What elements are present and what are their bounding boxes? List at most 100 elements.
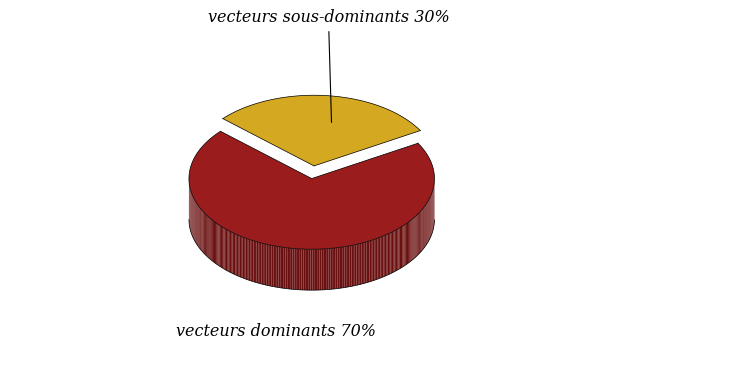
Polygon shape: [350, 246, 351, 287]
Polygon shape: [390, 232, 392, 274]
Polygon shape: [202, 211, 204, 253]
Polygon shape: [251, 240, 252, 281]
Polygon shape: [321, 249, 323, 290]
Polygon shape: [353, 245, 355, 286]
Polygon shape: [393, 231, 395, 272]
Polygon shape: [392, 231, 393, 273]
Polygon shape: [408, 221, 409, 263]
Polygon shape: [189, 131, 434, 249]
Polygon shape: [277, 246, 279, 288]
Polygon shape: [227, 230, 229, 272]
Polygon shape: [376, 238, 377, 280]
Polygon shape: [337, 247, 340, 289]
Polygon shape: [320, 249, 321, 290]
Polygon shape: [296, 248, 298, 290]
Polygon shape: [396, 229, 397, 271]
Polygon shape: [220, 225, 221, 267]
Polygon shape: [366, 241, 368, 283]
Polygon shape: [379, 237, 381, 279]
Polygon shape: [377, 238, 379, 279]
Polygon shape: [225, 228, 226, 270]
Polygon shape: [329, 248, 330, 289]
Polygon shape: [248, 239, 251, 281]
Polygon shape: [416, 215, 417, 256]
Polygon shape: [365, 242, 366, 283]
Polygon shape: [410, 220, 412, 262]
Polygon shape: [343, 247, 345, 288]
Polygon shape: [275, 246, 277, 287]
Polygon shape: [262, 243, 263, 285]
Polygon shape: [221, 226, 222, 268]
Polygon shape: [218, 225, 220, 266]
Polygon shape: [229, 231, 230, 272]
Polygon shape: [252, 240, 254, 282]
Polygon shape: [215, 222, 216, 264]
Polygon shape: [312, 249, 314, 290]
Polygon shape: [422, 209, 423, 251]
Polygon shape: [305, 249, 307, 290]
Polygon shape: [279, 247, 280, 288]
Polygon shape: [268, 245, 270, 286]
Polygon shape: [415, 215, 416, 257]
Polygon shape: [255, 241, 257, 283]
Polygon shape: [307, 249, 309, 290]
Polygon shape: [254, 241, 255, 282]
Polygon shape: [419, 212, 420, 254]
Polygon shape: [397, 228, 398, 270]
Polygon shape: [289, 248, 291, 289]
Polygon shape: [412, 218, 413, 260]
Polygon shape: [199, 207, 200, 249]
Polygon shape: [257, 242, 258, 283]
Polygon shape: [216, 223, 218, 264]
Polygon shape: [238, 235, 240, 277]
Polygon shape: [346, 246, 348, 287]
Polygon shape: [272, 246, 273, 286]
Polygon shape: [201, 210, 202, 252]
Polygon shape: [355, 244, 356, 286]
Polygon shape: [413, 217, 415, 259]
Polygon shape: [295, 248, 296, 289]
Polygon shape: [381, 237, 382, 278]
Polygon shape: [363, 242, 365, 284]
Polygon shape: [373, 239, 374, 281]
Polygon shape: [309, 249, 311, 290]
Polygon shape: [293, 248, 295, 289]
Polygon shape: [230, 231, 232, 273]
Polygon shape: [418, 213, 419, 255]
Polygon shape: [291, 248, 293, 289]
Polygon shape: [282, 247, 284, 288]
Polygon shape: [398, 228, 400, 269]
Polygon shape: [423, 207, 424, 249]
Polygon shape: [360, 243, 362, 285]
Polygon shape: [385, 235, 387, 276]
Polygon shape: [301, 249, 304, 290]
Polygon shape: [258, 242, 260, 283]
Polygon shape: [417, 214, 418, 256]
Polygon shape: [340, 247, 341, 288]
Polygon shape: [371, 240, 373, 281]
Polygon shape: [284, 247, 285, 289]
Polygon shape: [327, 248, 329, 290]
Polygon shape: [323, 249, 325, 290]
Polygon shape: [208, 216, 209, 258]
Polygon shape: [243, 237, 244, 279]
Polygon shape: [304, 249, 305, 290]
Polygon shape: [358, 244, 360, 285]
Polygon shape: [362, 243, 363, 284]
Polygon shape: [405, 224, 406, 266]
Polygon shape: [332, 248, 334, 289]
Polygon shape: [204, 213, 205, 254]
Polygon shape: [389, 233, 390, 274]
Polygon shape: [235, 234, 237, 276]
Polygon shape: [287, 248, 289, 289]
Polygon shape: [245, 238, 247, 280]
Text: vecteurs sous-dominants 30%: vecteurs sous-dominants 30%: [207, 9, 449, 122]
Polygon shape: [223, 95, 420, 166]
Polygon shape: [232, 232, 234, 274]
Polygon shape: [214, 221, 215, 263]
Polygon shape: [270, 245, 272, 286]
Polygon shape: [351, 245, 353, 286]
Polygon shape: [240, 236, 241, 277]
Polygon shape: [314, 249, 316, 290]
Polygon shape: [265, 244, 267, 285]
